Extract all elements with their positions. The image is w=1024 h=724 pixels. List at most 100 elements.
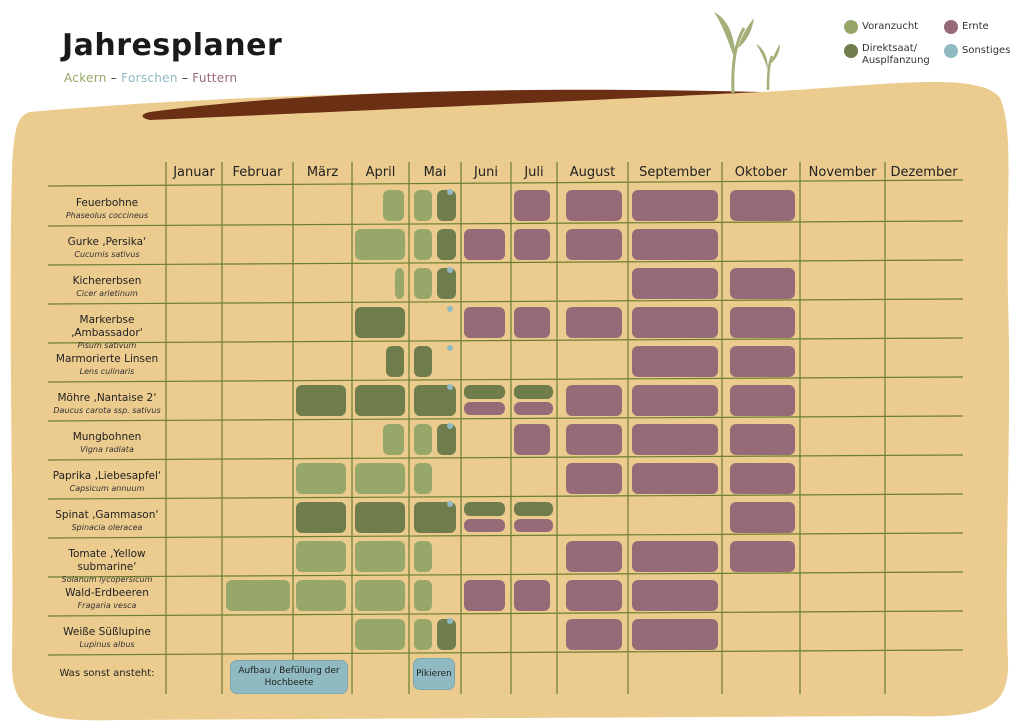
other-marker-dot	[447, 189, 453, 195]
planner-bars	[226, 189, 795, 650]
grid-row-line	[47, 571, 964, 578]
crop-label: Möhre ‚Nantaise 2‘ Daucus carota ssp. sat…	[48, 392, 166, 416]
plan-bar	[437, 190, 456, 221]
grid-row-line	[47, 259, 964, 266]
plan-bar	[464, 307, 505, 338]
grid-row-line	[47, 649, 964, 656]
crop-name: Gurke ‚Persika‘	[67, 236, 147, 248]
legend-direct-dot	[844, 44, 858, 58]
month-header-cell: Februar	[232, 165, 283, 180]
plan-bar	[414, 229, 432, 260]
plan-bar	[296, 580, 346, 611]
plan-bar	[632, 346, 718, 377]
plan-bar	[414, 541, 432, 572]
legend-preculture-label: Voranzucht	[862, 21, 919, 32]
plan-bar	[632, 229, 718, 260]
legend-preculture-dot	[844, 20, 858, 34]
crop-latin-name: Solanum lycopersicum	[61, 575, 153, 584]
grid-row-line	[47, 415, 964, 422]
legend-direct-label: Direktsaat/ Ausplfanzung	[862, 43, 930, 66]
plan-bar	[514, 229, 550, 260]
plan-bar	[730, 346, 795, 377]
other-marker-dot	[447, 267, 453, 273]
note-pikieren: Pikieren	[413, 658, 455, 690]
grid-row-line	[47, 220, 964, 227]
legend-harvest-dot	[944, 20, 958, 34]
page-title: Jahresplaner	[62, 28, 283, 63]
plan-bar	[383, 424, 404, 455]
plan-bar	[414, 424, 432, 455]
plan-bar	[566, 190, 622, 221]
plan-bar	[566, 580, 622, 611]
grid-row-line	[47, 337, 964, 344]
crop-name: Tomate ‚Yellow submarine‘	[68, 548, 146, 573]
month-header-cell: Oktober	[734, 165, 788, 180]
plan-bar	[355, 463, 405, 494]
subtitle-futtern: Futtern	[192, 71, 238, 85]
other-row-label: Was sonst ansteht:	[59, 668, 155, 679]
month-header-cell: Mai	[423, 165, 447, 180]
crop-latin-name: Fragaria vesca	[77, 601, 137, 610]
crop-label: Markerbse ‚Ambassador‘ Pisum sativum	[48, 314, 166, 351]
plan-bar	[355, 541, 405, 572]
legend-other-label: Sonstiges	[962, 45, 1011, 56]
plan-bar	[414, 190, 432, 221]
plan-bar	[730, 502, 795, 533]
planner-grid	[47, 162, 964, 694]
month-header-cell: Januar	[173, 165, 215, 180]
plan-bar	[296, 502, 346, 533]
month-header-cell: Juli	[524, 165, 544, 180]
crop-name: Kichererbsen	[72, 275, 142, 287]
crop-name: Spinat ‚Gammason‘	[55, 509, 159, 521]
plan-bar	[730, 385, 795, 416]
plan-bar	[464, 229, 505, 260]
other-marker-dot	[447, 345, 453, 351]
plan-bar	[414, 580, 432, 611]
plan-bar	[730, 463, 795, 494]
month-header-cell: Juni	[474, 165, 498, 180]
crop-label: Wald-Erdbeeren Fragaria vesca	[48, 587, 166, 611]
plan-bar	[632, 463, 718, 494]
plan-bar-split	[464, 385, 505, 399]
month-header-cell: März	[306, 165, 339, 180]
plan-bar	[464, 580, 505, 611]
crop-label: Weiße Süßlupine Lupinus albus	[48, 626, 166, 650]
subtitle-ackern: Ackern	[64, 71, 107, 85]
legend-harvest-label: Ernte	[962, 21, 989, 32]
crop-name: Feuerbohne	[75, 197, 139, 209]
plan-bar	[383, 190, 404, 221]
plan-bar	[355, 502, 405, 533]
crop-label: Feuerbohne Phaseolus coccineus	[48, 197, 166, 221]
month-header-cell: August	[569, 165, 616, 180]
plan-bar	[355, 229, 405, 260]
crop-label: Paprika ‚Liebesapfel‘ Capsicum annuum	[48, 470, 166, 494]
plan-bar-split	[514, 402, 553, 415]
other-marker-dot	[447, 306, 453, 312]
crop-latin-name: Vigna radiata	[80, 445, 134, 454]
subtitle-separator: –	[106, 71, 122, 85]
plan-bar	[296, 385, 346, 416]
grid-row-line	[47, 454, 964, 461]
plan-bar	[566, 619, 622, 650]
grid-row-line	[47, 532, 964, 539]
soil-strip	[142, 89, 760, 120]
subtitle-forschen: Forschen	[121, 71, 178, 85]
crop-latin-name: Phaseolus coccineus	[65, 211, 149, 220]
plan-bar	[730, 268, 795, 299]
plan-bar	[566, 541, 622, 572]
crop-latin-name: Cucumis sativus	[74, 250, 140, 259]
crop-label: Gurke ‚Persika‘ Cucumis sativus	[48, 236, 166, 260]
plan-bar	[730, 424, 795, 455]
plan-bar	[355, 619, 405, 650]
plan-bar	[296, 463, 346, 494]
grid-row-line	[47, 493, 964, 500]
crop-latin-name: Lupinus albus	[79, 640, 135, 649]
plan-bar	[566, 307, 622, 338]
month-header-cell: November	[808, 165, 877, 180]
legend-other-dot	[944, 44, 958, 58]
plan-bar	[632, 190, 718, 221]
plan-bar	[566, 385, 622, 416]
crop-latin-name: Cicer arietinum	[76, 289, 138, 298]
plan-bar	[395, 268, 404, 299]
